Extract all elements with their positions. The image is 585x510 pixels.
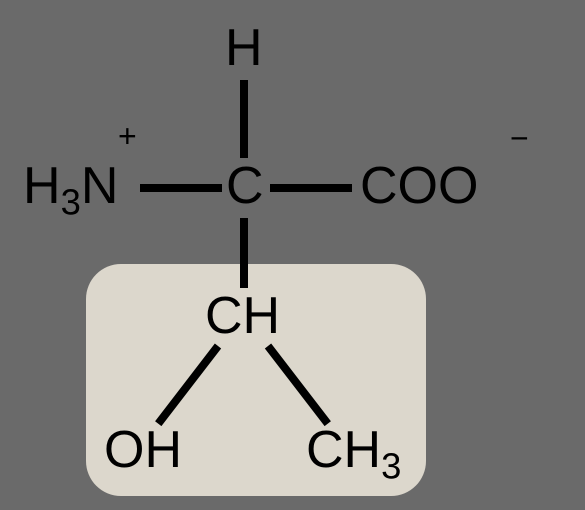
atom-ch-beta: CH bbox=[205, 290, 280, 342]
bond-n-to-c bbox=[140, 184, 222, 192]
atom-h-top: H bbox=[225, 22, 263, 74]
atom-oh: OH bbox=[104, 424, 182, 476]
atom-amine: H3N bbox=[23, 160, 118, 212]
atom-ch3: CH3 bbox=[306, 424, 401, 476]
charge-minus: − bbox=[510, 122, 529, 154]
charge-plus: + bbox=[118, 120, 137, 152]
bond-h-to-c bbox=[240, 80, 248, 158]
atom-c-alpha: C bbox=[226, 160, 264, 212]
bond-c-to-coo bbox=[270, 184, 352, 192]
bond-c-to-ch bbox=[240, 218, 248, 288]
atom-coo: COO bbox=[360, 160, 478, 212]
